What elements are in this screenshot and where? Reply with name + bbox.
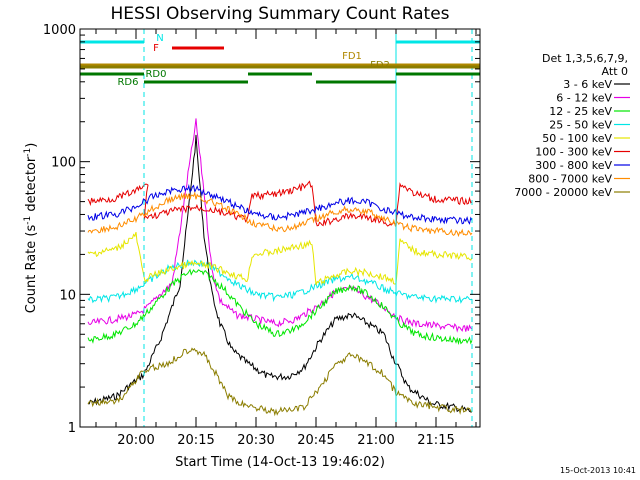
series-line	[87, 183, 473, 225]
y-axis-label-part: Count Rate (s	[24, 225, 39, 314]
generated-timestamp: 15-Oct-2013 10:41	[560, 466, 636, 475]
flags-layer: NF FD1 FD2 RD0 RD6	[80, 29, 480, 427]
plot-frame	[79, 28, 481, 428]
series-layer	[87, 118, 473, 417]
legend-header: Det 1,3,5,6,7,9,	[542, 52, 628, 65]
legend-entry-label: 7000 - 20000 keV	[514, 186, 612, 199]
y-tick-label: 10	[59, 288, 76, 303]
y-axis-label-part: detector	[24, 156, 39, 216]
flag-label: RD0	[145, 69, 166, 80]
legend-entry-label: 50 - 100 keV	[542, 132, 612, 145]
series-line	[87, 347, 473, 417]
series-line	[87, 118, 473, 333]
legend-entry-label: 12 - 25 keV	[549, 105, 612, 118]
flag-label: F	[153, 43, 159, 54]
flag-label: RD6	[117, 77, 138, 88]
legend-entry-label: 6 - 12 keV	[556, 92, 612, 105]
x-tick-label: 20:15	[177, 433, 214, 448]
chart-title: HESSI Observing Summary Count Rates	[110, 4, 449, 24]
x-tick-label: 20:30	[237, 433, 274, 448]
series-line	[87, 259, 473, 304]
y-axis-label-part: )	[24, 143, 39, 148]
legend-entry-label: 3 - 6 keV	[563, 78, 612, 91]
x-tick-label: 21:15	[417, 433, 454, 448]
x-tick-label: 20:00	[117, 433, 154, 448]
series-line	[87, 180, 473, 228]
series-line	[87, 231, 473, 286]
x-axis: 20:00 20:15 20:30 20:45 21:00 21:15	[95, 29, 477, 448]
y-tick-label: 100	[51, 156, 76, 171]
series-line	[87, 134, 473, 413]
y-axis-label-exponent: -1	[23, 216, 33, 225]
x-tick-label: 21:00	[357, 433, 394, 448]
legend-entry-label: 100 - 300 keV	[535, 146, 612, 159]
y-axis: 1 10 100 1000	[43, 23, 480, 436]
flag-label: N	[156, 33, 163, 44]
legend-entry-label: 300 - 800 keV	[535, 159, 612, 172]
flag-label: FD1	[342, 51, 362, 62]
y-axis-label: Count Rate (s-1 detector-1)	[23, 143, 39, 314]
y-tick-label: 1000	[43, 23, 76, 38]
series-line	[87, 191, 473, 238]
legend-header: Att 0	[602, 65, 628, 78]
legend-entry-label: 800 - 7000 keV	[528, 173, 612, 186]
flag-label: FD2	[370, 60, 390, 71]
x-tick-label: 20:45	[297, 433, 334, 448]
y-axis-label-exponent: -1	[23, 148, 33, 157]
legend-entry-label: 25 - 50 keV	[549, 119, 612, 132]
x-axis-label: Start Time (14-Oct-13 19:46:02)	[175, 455, 385, 470]
series-line	[87, 268, 473, 346]
y-tick-label: 1	[68, 421, 76, 436]
